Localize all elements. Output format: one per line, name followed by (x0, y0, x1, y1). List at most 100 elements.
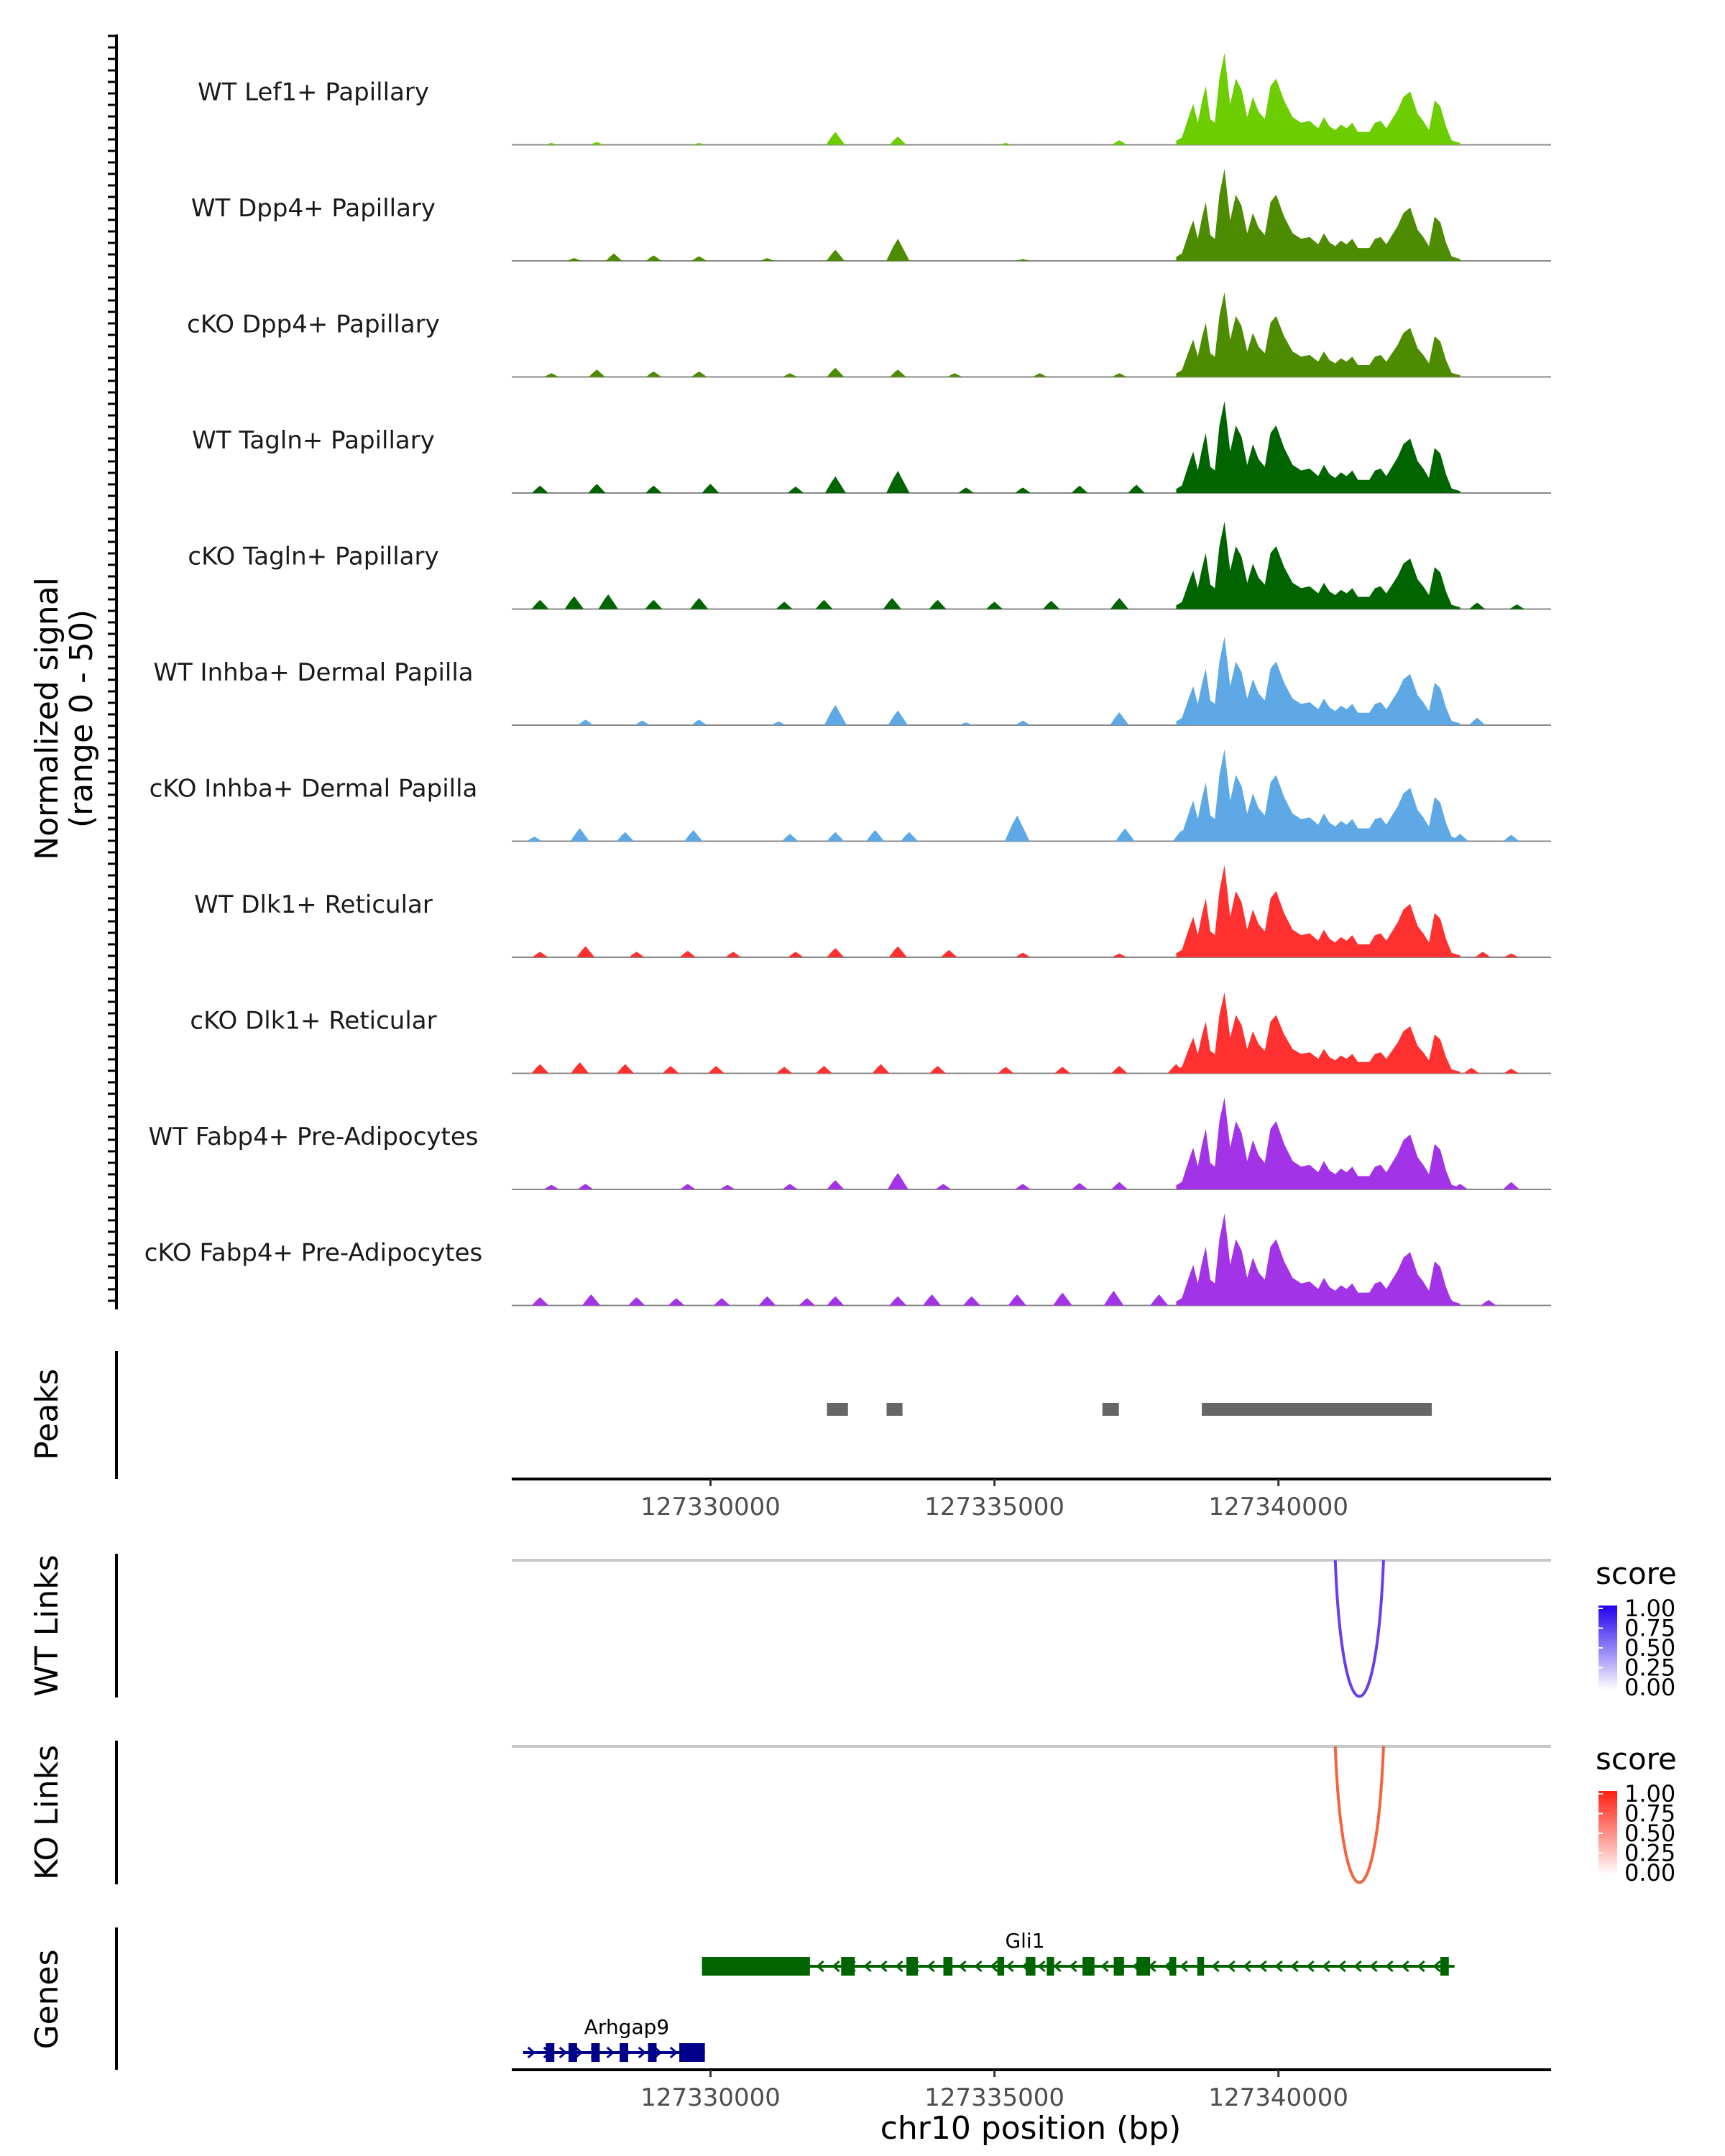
gene-strand-arrow (1053, 1960, 1062, 1973)
coverage-bg-peak (1468, 717, 1486, 725)
coverage-track: WT Inhba+ Dermal Papilla (153, 637, 1551, 726)
coverage-bg-peak (719, 1184, 735, 1189)
coverage-bg-peak (617, 1064, 635, 1074)
gene-exon (906, 1957, 918, 1976)
gene-strand-arrow (1369, 1960, 1378, 1973)
track-label: WT Dlk1+ Reticular (194, 890, 433, 919)
coverage-bg-peak (889, 1296, 907, 1306)
track-label: cKO Fabp4+ Pre-Adipocytes (144, 1239, 483, 1268)
coverage-y-label: Normalized signal (29, 577, 65, 860)
coverage-bg-peak (788, 952, 804, 957)
coverage-bg-peak (1054, 1067, 1071, 1074)
wt-links-legend: score 1.000.750.500.250.00 (1596, 1556, 1677, 1701)
coverage-track: WT Dpp4+ Papillary (191, 169, 1551, 262)
coverage-bg-peak (1103, 1291, 1124, 1306)
coverage-bg-peak (1111, 1181, 1128, 1189)
coverage-bg-peak (570, 828, 590, 842)
x-tick-label: 127330000 (640, 2083, 781, 2112)
coverage-bg-peak (782, 373, 798, 377)
peaks-label: Peaks (29, 1368, 65, 1460)
coverage-bg-peak (888, 946, 907, 957)
coverage-bg-peak (888, 710, 908, 725)
coverage-bg-peak (1110, 712, 1129, 725)
coverage-bg-peak (1015, 1184, 1031, 1189)
x-tick-label: 127340000 (1208, 1493, 1348, 1521)
gene-exon (591, 2043, 600, 2062)
gene-model: Arhgap9 (523, 2015, 705, 2062)
track-label: cKO Inhba+ Dermal Papilla (150, 775, 478, 803)
coverage-tracks: WT Lef1+ Papillary WT Dpp4+ Papillary cKO … (144, 52, 1551, 1307)
coverage-bg-peak (1110, 598, 1129, 609)
legend-tick-label: 0.75 (1624, 1615, 1675, 1642)
gene-strand-arrow (1227, 1960, 1236, 1973)
coverage-bg-peak (1504, 953, 1519, 957)
coverage-bg-peak (1008, 1294, 1026, 1306)
gene-strand-arrow (1322, 1960, 1330, 1973)
coverage-main-peak (1176, 52, 1460, 145)
coverage-bg-peak (691, 371, 707, 377)
coverage-main-peak (1176, 169, 1460, 261)
coverage-bg-peak (708, 1066, 724, 1074)
coverage-bg-peak (589, 369, 605, 377)
gene-exon (546, 2043, 555, 2062)
coverage-bg-peak (680, 1184, 696, 1189)
coverage-main-peak (1176, 637, 1460, 725)
x-tick-label: 127335000 (924, 1493, 1064, 1521)
x-tick-label: 127335000 (924, 2083, 1064, 2112)
coverage-main-peak (1176, 1097, 1460, 1189)
gene-name-label: Gli1 (1005, 1929, 1044, 1953)
gene-strand-arrow (1211, 1960, 1220, 1973)
coverage-bg-peak (1503, 834, 1519, 842)
coverage-bg-peak (645, 371, 662, 377)
coverage-bg-peak (1128, 484, 1145, 493)
coverage-bg-peak (958, 487, 974, 493)
wt-links-label: WT Links (29, 1554, 65, 1696)
gene-strand-arrow (574, 2046, 584, 2059)
legend-tick-label: 0.00 (1624, 1674, 1675, 1701)
gene-exon (841, 1957, 855, 1976)
gene-exon (620, 2043, 628, 2062)
gene-strand-arrow (990, 1960, 998, 1973)
coverage-bg-peak (758, 1296, 776, 1306)
coverage-bg-peak (527, 837, 543, 842)
coverage-bg-peak (571, 1062, 589, 1074)
coverage-bg-peak (883, 598, 902, 609)
coverage-bg-peak (872, 1064, 890, 1074)
gene-strand-arrow (1069, 1960, 1077, 1973)
peak-region (886, 1403, 903, 1416)
coverage-bg-peak (886, 239, 910, 261)
gene-strand-arrow (1432, 1960, 1441, 1973)
gene-strand-arrow (1259, 1960, 1267, 1973)
coverage-main-peak (1176, 1213, 1460, 1306)
coverage-bg-peak (776, 602, 793, 609)
gene-strand-arrow (669, 2046, 678, 2059)
genes-label: Genes (29, 1949, 65, 2049)
gene-exon (679, 2043, 705, 2062)
gene-strand-arrow (832, 1960, 840, 1973)
peak-region (1202, 1403, 1432, 1416)
gene-strand-arrow (1417, 1960, 1425, 1973)
gene-strand-arrow (1037, 1960, 1046, 1973)
gene-strand-arrow (1243, 1960, 1251, 1973)
coverage-bg-peak (998, 1067, 1014, 1074)
coverage-bg-peak (1004, 815, 1030, 842)
legend-tick-label: 0.50 (1624, 1634, 1675, 1662)
coverage-bg-peak (886, 471, 910, 493)
coverage-bg-peak (662, 1066, 679, 1074)
coverage-bg-peak (1111, 1066, 1128, 1074)
gene-exon (1169, 1957, 1177, 1976)
coverage-y-axis (108, 34, 118, 1309)
coverage-bg-peak (543, 1184, 559, 1189)
coverage-bg-peak (887, 1172, 908, 1189)
legend-tick-label: 0.50 (1624, 1820, 1675, 1847)
coverage-bg-peak (889, 136, 907, 145)
coverage-bg-peak (617, 831, 635, 842)
gene-exon (648, 2043, 657, 2062)
coverage-bg-peak (1469, 602, 1486, 609)
gene-strand-arrow (1306, 1960, 1315, 1973)
coverage-track: WT Lef1+ Papillary (198, 52, 1551, 146)
coverage-bg-peak (582, 1294, 601, 1306)
coverage-bg-peak (1509, 604, 1525, 609)
coverage-bg-peak (824, 704, 847, 725)
gene-strand-arrow (895, 1960, 903, 1973)
